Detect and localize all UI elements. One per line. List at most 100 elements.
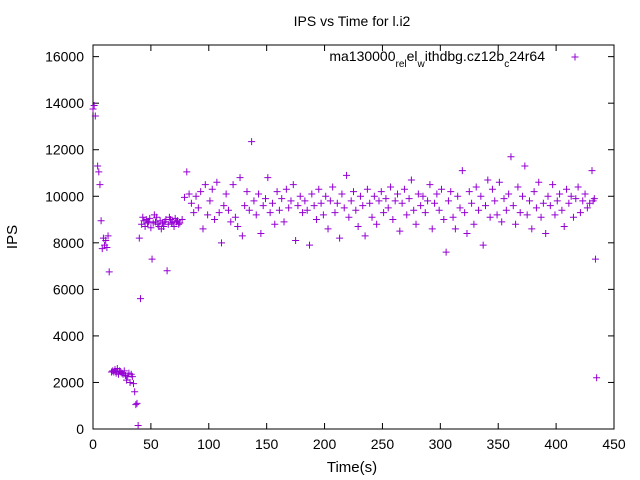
data-point — [180, 193, 188, 201]
data-point — [389, 216, 397, 224]
data-point — [105, 268, 113, 276]
data-point — [581, 190, 589, 198]
plot-frame — [92, 44, 615, 430]
data-point — [347, 197, 355, 205]
data-point — [574, 183, 582, 191]
data-point — [220, 202, 228, 210]
legend-marker-plus — [571, 53, 579, 61]
legend-label-part: ithdbg.cz12b — [425, 48, 505, 64]
data-point — [206, 197, 214, 205]
y-tick-label: 0 — [76, 421, 84, 437]
data-point — [175, 220, 183, 228]
data-point — [393, 190, 401, 198]
data-point — [333, 199, 341, 207]
data-point — [331, 209, 339, 217]
data-point — [294, 202, 302, 210]
data-point — [89, 105, 97, 113]
data-point — [414, 190, 422, 198]
data-point — [324, 225, 332, 233]
data-point — [484, 176, 492, 184]
data-point — [102, 236, 110, 244]
data-point — [407, 176, 415, 184]
data-point — [292, 236, 300, 244]
data-point — [296, 192, 304, 200]
data-point — [350, 188, 357, 196]
data-point — [308, 190, 316, 198]
data-point — [213, 178, 221, 186]
data-point — [498, 218, 506, 226]
data-point — [310, 202, 318, 210]
data-point — [91, 112, 99, 120]
data-point — [572, 195, 580, 203]
data-point — [382, 195, 390, 203]
data-point — [479, 241, 487, 249]
legend-label: ma130000relelwithdbg.cz12bc24r64 — [329, 48, 545, 70]
data-point — [285, 204, 293, 212]
data-point — [426, 181, 434, 189]
data-point — [275, 206, 283, 214]
data-point — [170, 223, 178, 231]
data-point — [560, 223, 568, 231]
data-point — [475, 206, 483, 214]
data-point — [134, 422, 142, 430]
data-point — [449, 213, 457, 221]
data-point — [153, 213, 161, 221]
data-point — [273, 188, 281, 196]
data-point — [440, 216, 448, 224]
y-tick-label: 16000 — [45, 49, 84, 65]
data-point — [528, 225, 536, 233]
data-point — [289, 181, 297, 189]
data-point — [264, 174, 272, 182]
data-point — [463, 230, 471, 238]
y-tick-label: 14000 — [45, 95, 84, 111]
data-point — [419, 192, 427, 200]
data-point — [486, 213, 494, 221]
data-point — [280, 218, 288, 226]
data-point — [454, 192, 462, 200]
data-point — [537, 213, 545, 221]
data-point — [375, 197, 383, 205]
data-point — [222, 190, 230, 198]
data-point — [208, 185, 216, 193]
data-point — [132, 401, 140, 409]
data-point — [359, 202, 367, 210]
data-point — [591, 255, 599, 263]
data-point — [326, 197, 334, 205]
y-tick-label: 4000 — [53, 328, 84, 344]
data-point — [259, 202, 267, 210]
data-point — [523, 211, 531, 219]
data-point — [377, 188, 385, 196]
data-point — [95, 168, 103, 176]
data-point — [136, 295, 144, 303]
legend-label-subscript: w — [417, 59, 426, 70]
y-tick-label: 8000 — [53, 235, 84, 251]
data-point — [329, 183, 337, 191]
x-tick-label: 300 — [429, 436, 453, 452]
data-point — [361, 232, 369, 240]
data-point — [194, 204, 202, 212]
data-point — [451, 225, 459, 233]
data-point — [104, 232, 112, 240]
data-point — [255, 190, 263, 198]
data-point — [542, 230, 550, 238]
data-point — [366, 199, 374, 207]
data-point — [185, 190, 193, 198]
data-point — [556, 190, 564, 198]
x-tick-label: 200 — [313, 436, 337, 452]
data-point — [370, 192, 378, 200]
data-point — [319, 211, 327, 219]
data-point — [340, 204, 348, 212]
data-point — [354, 223, 362, 231]
data-point — [505, 190, 513, 198]
data-point — [257, 230, 265, 238]
data-point — [227, 218, 235, 226]
legend-label-subscript: rel — [396, 59, 407, 70]
data-point — [306, 241, 314, 249]
data-point — [521, 162, 529, 170]
data-point — [456, 204, 464, 212]
data-point — [343, 171, 351, 179]
data-point — [238, 232, 246, 240]
data-point — [495, 178, 503, 186]
data-point — [160, 223, 168, 231]
legend: ma130000relelwithdbg.cz12bc24r64 — [329, 48, 579, 70]
